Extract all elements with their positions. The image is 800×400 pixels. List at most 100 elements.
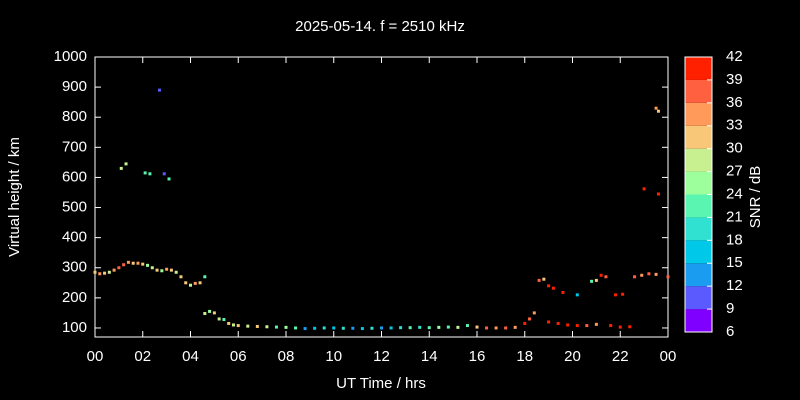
x-tick-label: 12	[373, 348, 390, 365]
data-point	[112, 268, 116, 272]
colorbar-band	[685, 286, 712, 310]
data-point	[408, 326, 412, 330]
data-point	[654, 272, 658, 276]
data-point	[465, 324, 469, 328]
x-tick-label: 16	[469, 348, 486, 365]
colorbar-band	[685, 79, 712, 103]
y-tick-label: 900	[62, 78, 87, 95]
data-point	[666, 275, 670, 279]
data-point	[594, 278, 598, 282]
data-point	[547, 320, 551, 324]
colorbar-band	[685, 102, 712, 126]
data-point	[370, 326, 374, 330]
data-point	[523, 321, 527, 325]
x-tick-label: 00	[660, 348, 677, 365]
data-point	[203, 312, 207, 316]
colorbar-band	[685, 263, 712, 287]
data-point	[656, 109, 660, 113]
y-tick-label: 600	[62, 168, 87, 185]
data-point	[399, 326, 403, 330]
data-point	[456, 325, 460, 329]
data-point	[184, 281, 188, 285]
colorbar-band	[685, 240, 712, 264]
data-point	[618, 325, 622, 329]
data-point	[332, 326, 336, 330]
data-point	[551, 286, 555, 290]
data-point	[141, 262, 145, 266]
data-point	[532, 311, 536, 315]
data-point	[169, 268, 173, 272]
y-tick-label: 800	[62, 108, 87, 125]
data-point	[93, 270, 97, 274]
colorbar-band	[685, 171, 712, 195]
data-point	[575, 293, 579, 297]
data-point	[418, 325, 422, 329]
data-point	[556, 321, 560, 325]
data-point	[122, 263, 126, 267]
colorbar-tick-label: 21	[726, 208, 743, 225]
data-point	[542, 277, 546, 281]
data-point	[566, 323, 570, 327]
data-point	[640, 273, 644, 277]
data-point	[146, 263, 150, 267]
data-point	[212, 311, 216, 315]
colorbar-tick-label: 42	[726, 48, 743, 65]
data-point	[513, 325, 517, 329]
colorbar-tick-label: 33	[726, 117, 743, 134]
y-tick-label: 1000	[54, 48, 87, 65]
data-point	[604, 275, 608, 279]
x-tick-label: 04	[182, 348, 199, 365]
data-point	[446, 325, 450, 329]
colorbar-tick-label: 30	[726, 140, 743, 157]
data-point	[360, 327, 364, 331]
data-point	[427, 326, 431, 330]
data-point	[590, 279, 594, 283]
data-point	[119, 166, 123, 170]
data-point	[255, 324, 259, 328]
data-point	[124, 162, 128, 166]
data-point	[174, 270, 178, 274]
data-point	[157, 88, 161, 92]
data-point	[167, 177, 171, 181]
x-tick-label: 22	[612, 348, 629, 365]
data-point	[265, 325, 269, 329]
y-tick-label: 100	[62, 319, 87, 336]
y-tick-label: 400	[62, 229, 87, 246]
data-point	[313, 326, 317, 330]
y-tick-label: 300	[62, 259, 87, 276]
data-point	[107, 270, 111, 274]
x-tick-label: 18	[516, 348, 533, 365]
x-tick-label: 08	[278, 348, 295, 365]
colorbar-tick-label: 18	[726, 231, 743, 248]
data-point	[222, 318, 226, 322]
x-tick-label: 06	[230, 348, 247, 365]
data-point	[351, 326, 355, 330]
data-point	[236, 324, 240, 328]
data-point	[303, 327, 307, 331]
x-tick-label: 10	[325, 348, 342, 365]
data-point	[179, 275, 183, 279]
data-point	[537, 278, 541, 282]
data-point	[131, 261, 135, 265]
data-point	[609, 324, 613, 328]
data-point	[165, 267, 169, 271]
data-point	[547, 284, 551, 288]
colorbar-tick-label: 27	[726, 163, 743, 180]
data-point	[160, 269, 164, 273]
colorbar-tick-label: 36	[726, 94, 743, 111]
data-point	[494, 326, 498, 330]
data-point	[274, 325, 278, 329]
x-tick-label: 00	[87, 348, 104, 365]
data-point	[284, 325, 288, 329]
y-tick-label: 200	[62, 289, 87, 306]
y-tick-label: 700	[62, 138, 87, 155]
data-point	[628, 325, 632, 329]
data-point	[143, 171, 147, 175]
x-tick-label: 02	[134, 348, 151, 365]
data-point	[621, 292, 625, 296]
colorbar-label: SNR / dB	[747, 166, 764, 229]
data-point	[203, 275, 207, 279]
data-point	[155, 268, 159, 272]
